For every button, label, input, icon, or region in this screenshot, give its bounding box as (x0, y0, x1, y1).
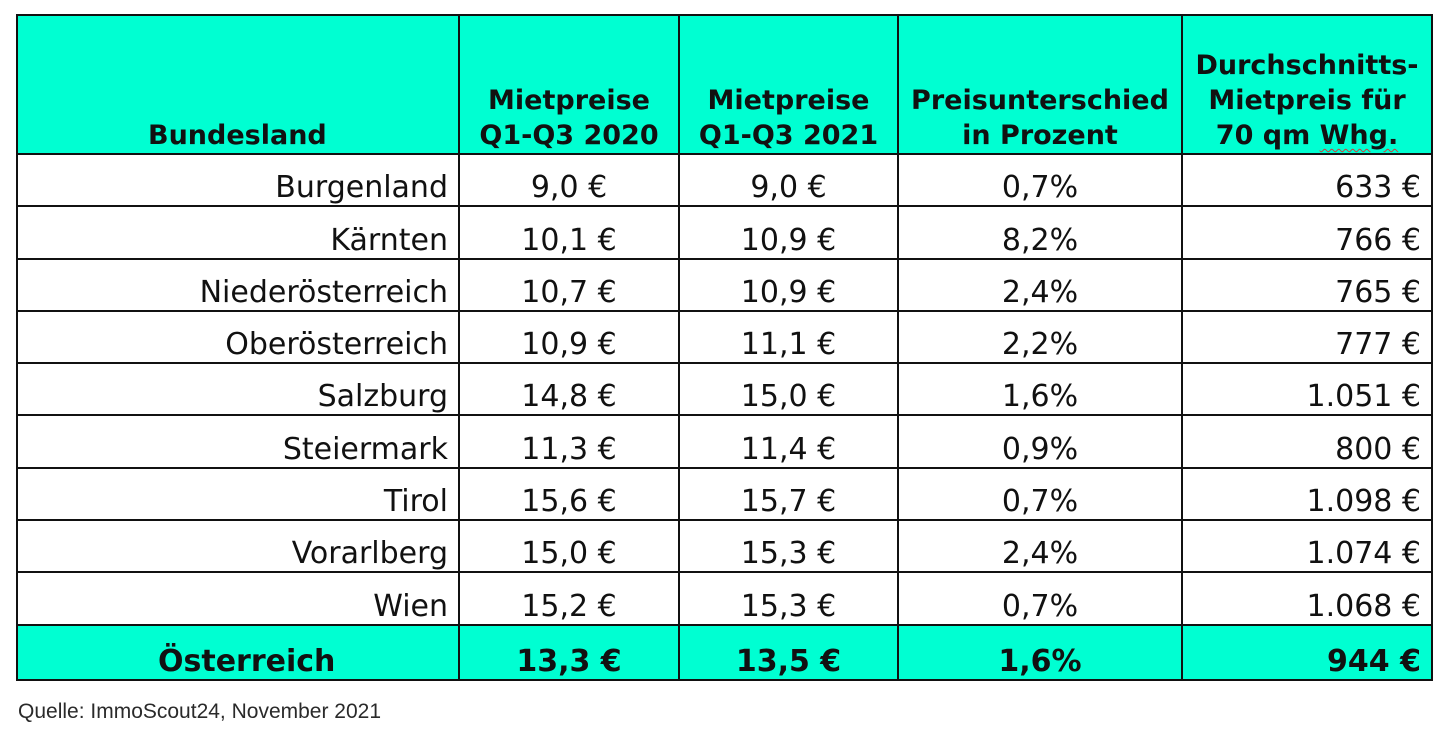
cell-p2020: 15,6 € (458, 466, 680, 522)
cell-avg70: 1.068 € (1181, 571, 1433, 626)
cell-p2020: 14,8 € (458, 362, 680, 417)
header-durchschnittsmietpreis: Durchschnitts- Mietpreis für 70 qm Whg. (1181, 14, 1433, 155)
cell-diff: 2,2% (897, 309, 1183, 365)
cell-diff: 0,7% (897, 571, 1183, 626)
table-row: Salzburg 14,8 €15,0 €1,6% 1.051 € (16, 362, 1433, 417)
cell-avg70: 633 € (1181, 152, 1433, 208)
cell-land: Niederösterreich (16, 257, 460, 312)
cell-diff: 2,4% (897, 257, 1183, 312)
cell-diff: 1,6% (897, 362, 1183, 417)
table-row: Tirol 15,6 €15,7 €0,7% 1.098 € (16, 466, 1433, 522)
source-note: Quelle: ImmoScout24, November 2021 (18, 700, 382, 723)
cell-land: Burgenland (16, 152, 460, 208)
cell-avg70: 777 € (1181, 309, 1433, 365)
total-avg70: 944 € (1181, 623, 1433, 681)
cell-diff: 8,2% (897, 205, 1183, 260)
cell-avg70: 800 € (1181, 414, 1433, 469)
cell-p2021: 11,4 € (678, 414, 899, 469)
header-mietpreise-2020: Mietpreise Q1-Q3 2020 (458, 14, 680, 155)
cell-diff: 2,4% (897, 519, 1183, 574)
cell-land: Vorarlberg (16, 519, 460, 574)
rent-price-table: Bundesland Mietpreise Q1-Q3 2020 Mietpre… (16, 14, 1433, 681)
table-row: Oberösterreich 10,9 €11,1 €2,2% 777 € (16, 309, 1433, 365)
cell-diff: 0,9% (897, 414, 1183, 469)
cell-land: Wien (16, 571, 460, 626)
header-bundesland: Bundesland (16, 14, 460, 155)
cell-land: Tirol (16, 466, 460, 522)
cell-avg70: 1.098 € (1181, 466, 1433, 522)
header-mietpreise-2021: Mietpreise Q1-Q3 2021 (678, 14, 899, 155)
spellcheck-underline: Whg. (1319, 120, 1399, 151)
table-row: Wien 15,2 €15,3 €0,7% 1.068 € (16, 571, 1433, 626)
header-preisunterschied: Preisunterschied in Prozent (897, 14, 1183, 155)
cell-p2021: 11,1 € (678, 309, 899, 365)
cell-p2021: 15,3 € (678, 571, 899, 626)
cell-p2021: 15,3 € (678, 519, 899, 574)
cell-p2021: 9,0 € (678, 152, 899, 208)
total-p2020: 13,3 € (458, 623, 680, 681)
cell-land: Kärnten (16, 205, 460, 260)
total-land: Österreich (16, 623, 460, 681)
header-row: Bundesland Mietpreise Q1-Q3 2020 Mietpre… (16, 14, 1433, 155)
cell-avg70: 1.074 € (1181, 519, 1433, 574)
cell-diff: 0,7% (897, 466, 1183, 522)
cell-p2020: 15,2 € (458, 571, 680, 626)
cell-p2021: 15,0 € (678, 362, 899, 417)
cell-p2021: 10,9 € (678, 257, 899, 312)
cell-diff: 0,7% (897, 152, 1183, 208)
cell-p2020: 15,0 € (458, 519, 680, 574)
total-diff: 1,6% (897, 623, 1183, 681)
total-row: Österreich 13,3 € 13,5 € 1,6% 944 € (16, 623, 1433, 681)
cell-p2020: 10,1 € (458, 205, 680, 260)
cell-p2020: 11,3 € (458, 414, 680, 469)
table-row: Vorarlberg 15,0 €15,3 €2,4% 1.074 € (16, 519, 1433, 574)
table-row: Burgenland 9,0 €9,0 €0,7% 633 € (16, 152, 1433, 208)
cell-p2021: 10,9 € (678, 205, 899, 260)
cell-p2020: 9,0 € (458, 152, 680, 208)
table-row: Steiermark 11,3 €11,4 €0,9% 800 € (16, 414, 1433, 469)
cell-land: Steiermark (16, 414, 460, 469)
total-p2021: 13,5 € (678, 623, 899, 681)
cell-land: Salzburg (16, 362, 460, 417)
cell-avg70: 1.051 € (1181, 362, 1433, 417)
cell-land: Oberösterreich (16, 309, 460, 365)
cell-p2021: 15,7 € (678, 466, 899, 522)
cell-avg70: 765 € (1181, 257, 1433, 312)
cell-p2020: 10,9 € (458, 309, 680, 365)
cell-p2020: 10,7 € (458, 257, 680, 312)
table-row: Niederösterreich 10,7 €10,9 €2,4% 765 € (16, 257, 1433, 312)
cell-avg70: 766 € (1181, 205, 1433, 260)
table-row: Kärnten 10,1 €10,9 €8,2% 766 € (16, 205, 1433, 260)
